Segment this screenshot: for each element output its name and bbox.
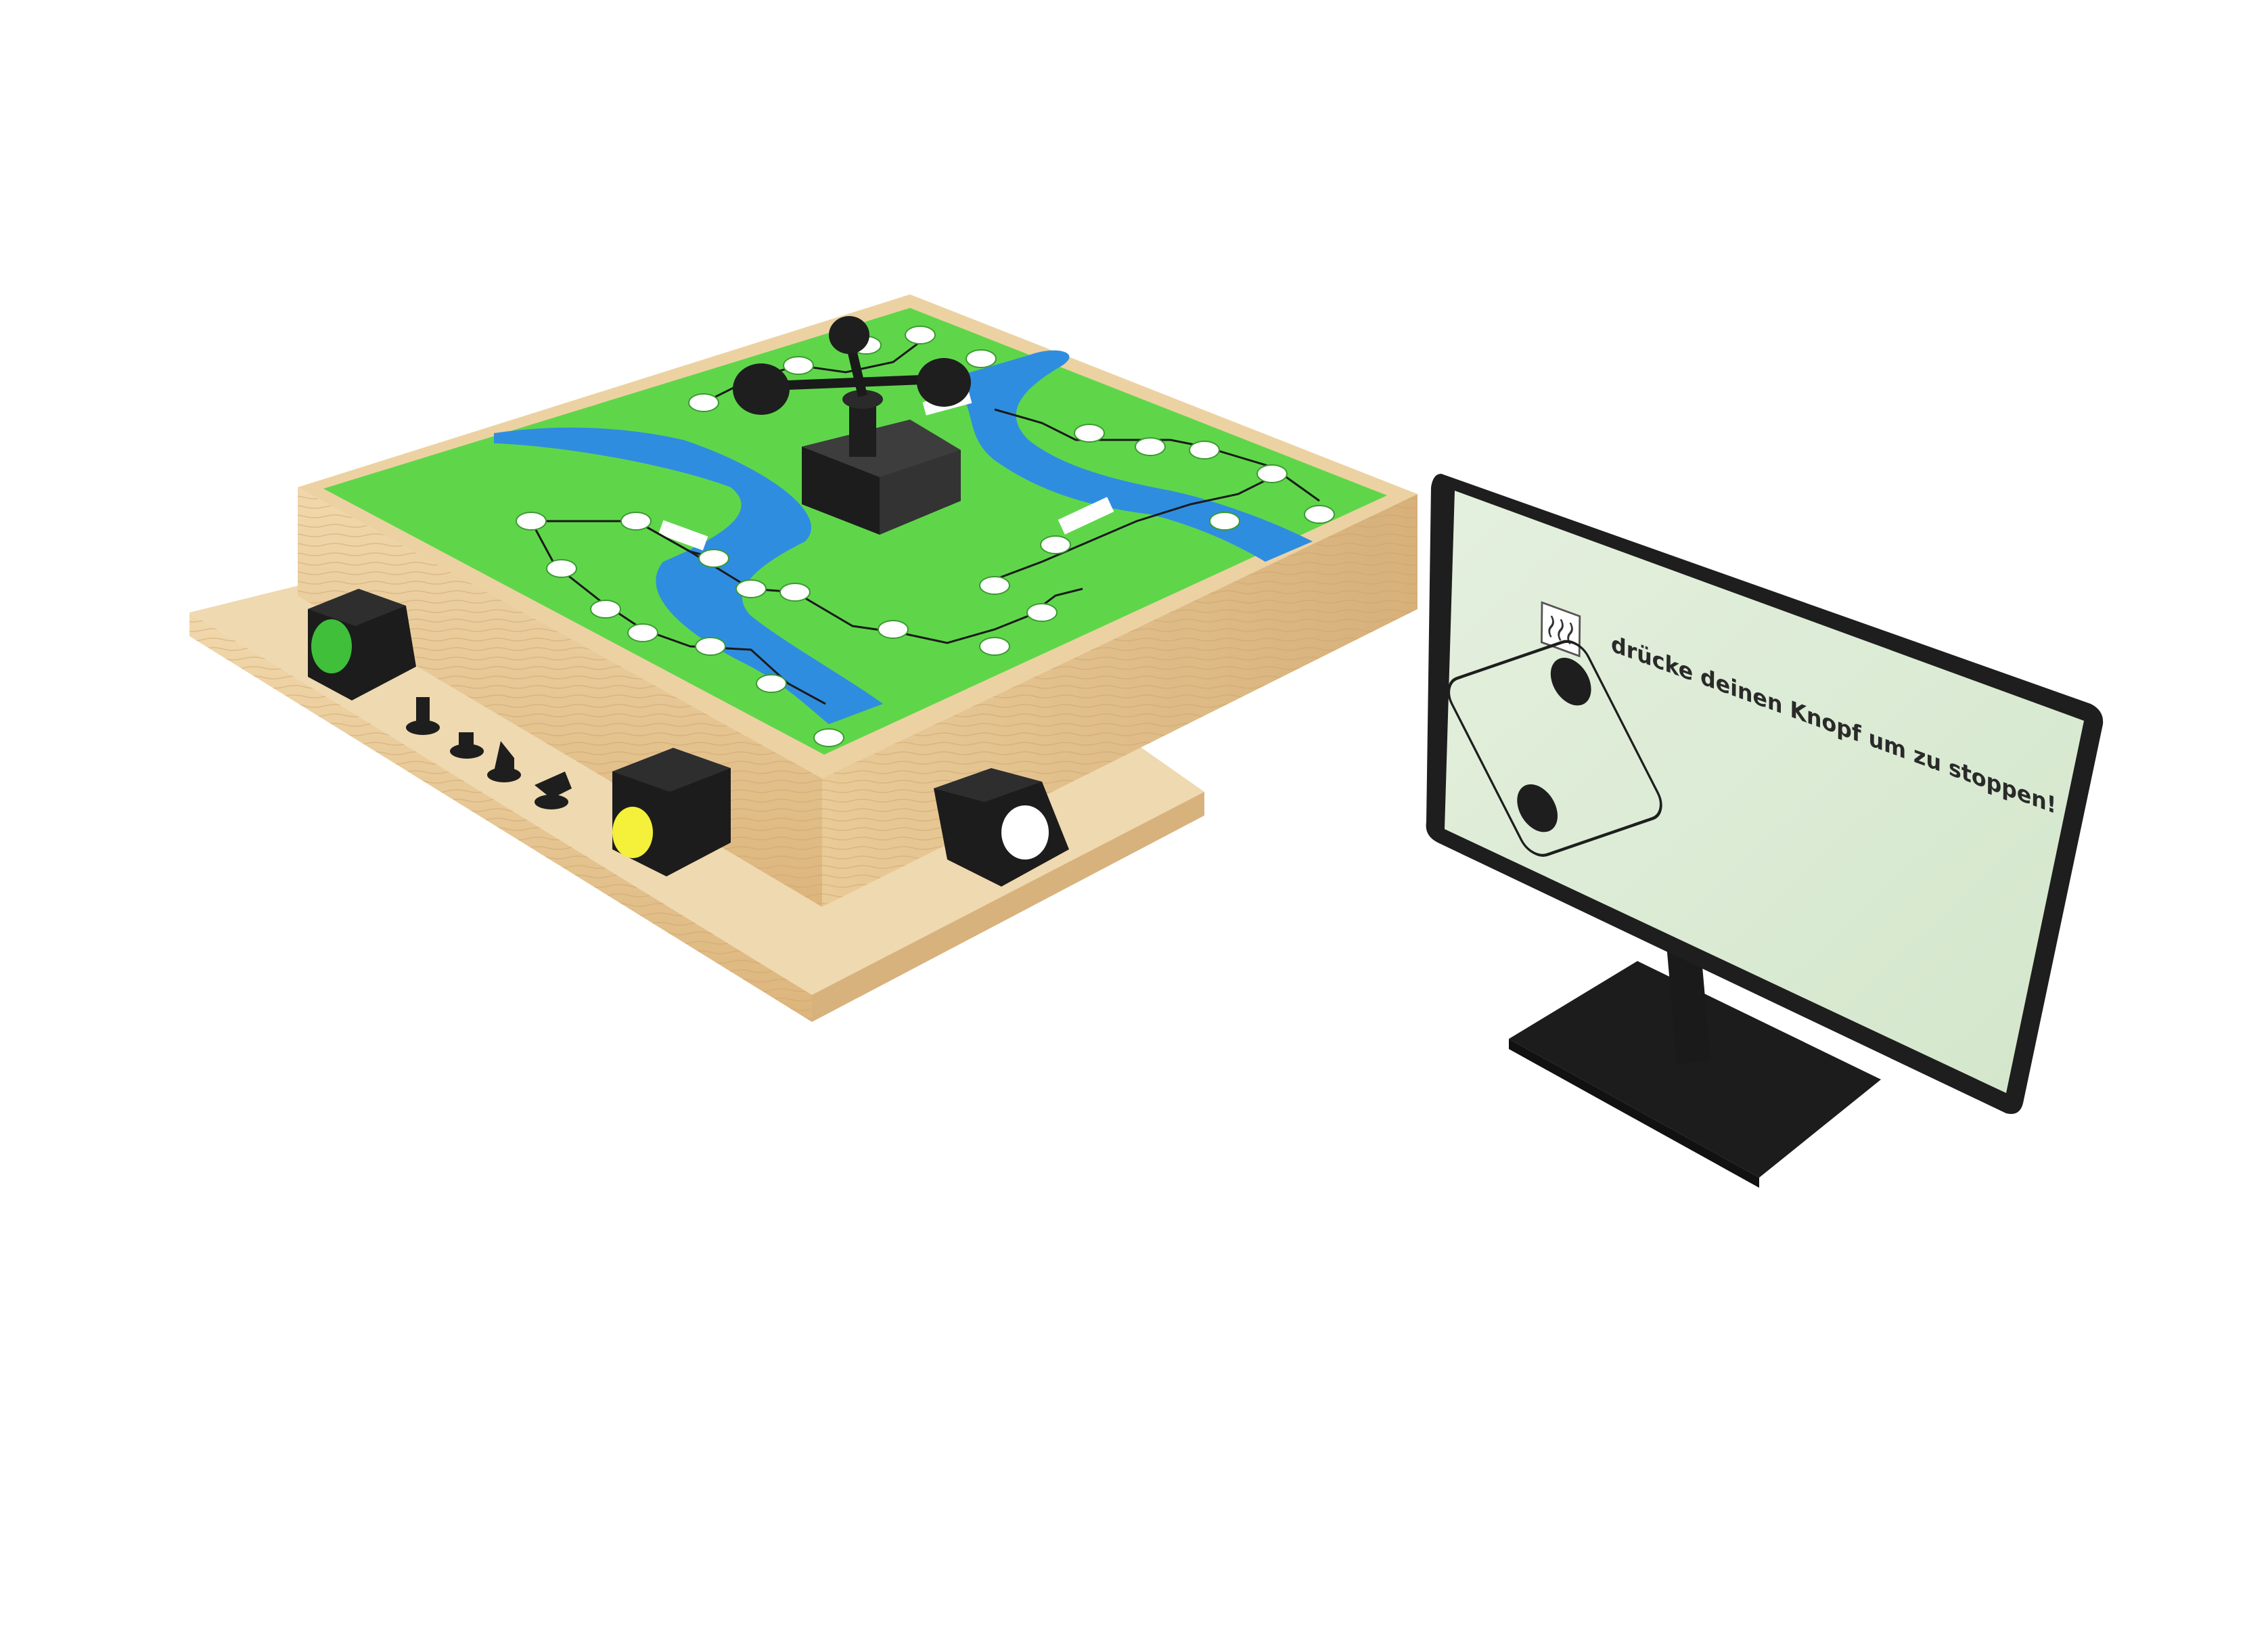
grass-field bbox=[323, 308, 1387, 755]
board-box bbox=[298, 294, 1418, 907]
white-button-box[interactable] bbox=[934, 768, 1069, 887]
white-button[interactable] bbox=[1001, 805, 1049, 860]
die-face bbox=[1447, 640, 1662, 857]
monitor-stand-base bbox=[1509, 961, 1881, 1178]
die-pip bbox=[1517, 784, 1558, 832]
monitor bbox=[1426, 474, 2104, 1188]
die-pip bbox=[1550, 657, 1591, 706]
bridge bbox=[658, 520, 708, 551]
green-button-box[interactable] bbox=[308, 589, 416, 700]
bridge bbox=[1058, 497, 1114, 535]
river bbox=[494, 350, 1313, 724]
anemometer bbox=[733, 316, 971, 535]
yellow-button-box[interactable] bbox=[612, 748, 731, 876]
green-button[interactable] bbox=[311, 619, 352, 673]
monitor-screen bbox=[1445, 491, 2084, 1093]
yellow-button[interactable] bbox=[612, 807, 653, 858]
board-holes bbox=[516, 326, 1335, 747]
player-figures bbox=[406, 697, 572, 809]
